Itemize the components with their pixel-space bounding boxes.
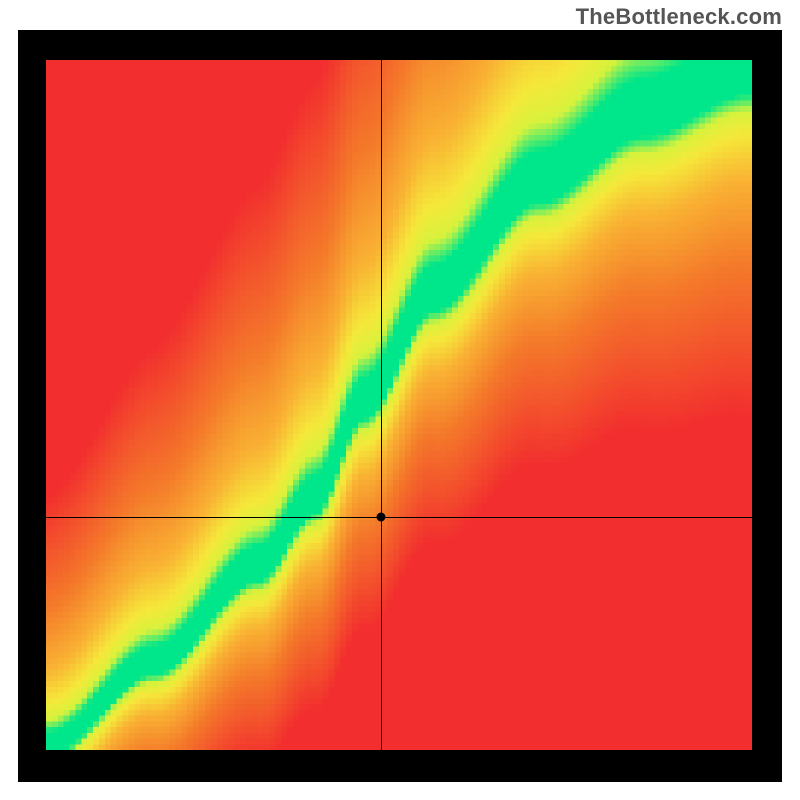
heatmap-frame: [18, 30, 782, 782]
heatmap-area: [46, 60, 752, 750]
heatmap-canvas: [46, 60, 752, 750]
watermark-text: TheBottleneck.com: [576, 4, 782, 30]
